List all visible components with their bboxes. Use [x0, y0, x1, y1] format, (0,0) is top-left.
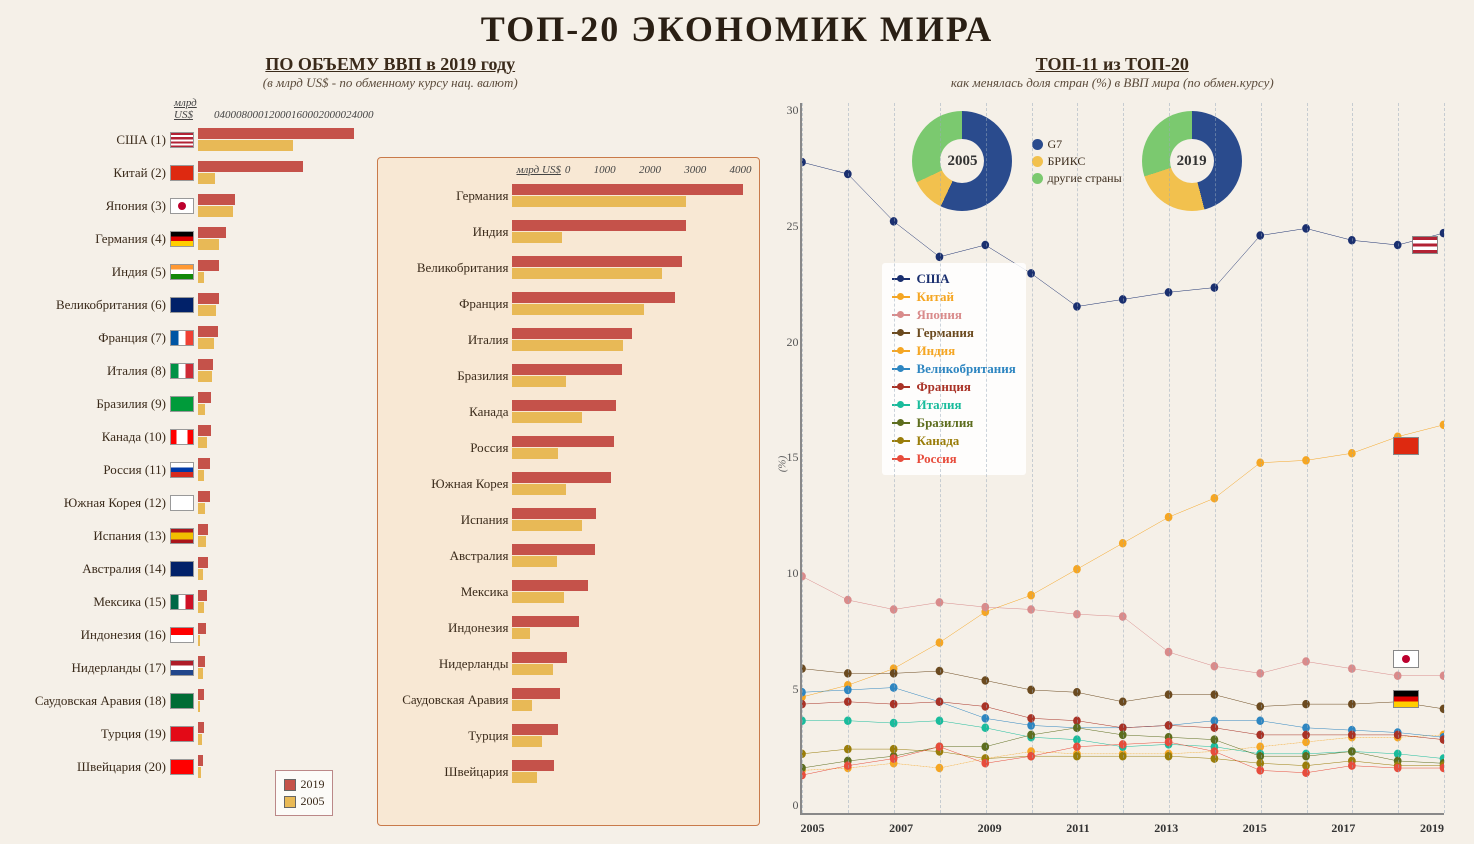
zoom-bar-row: Канада	[382, 394, 751, 430]
bar-row: Турция (19)	[20, 717, 373, 750]
zoom-bar-row: Нидерланды	[382, 646, 751, 682]
flag-icon	[170, 594, 194, 610]
zoom-bar-chart: млрд US$ 01000200030004000 ГерманияИндия…	[377, 157, 760, 826]
bar-row: Германия (4)	[20, 222, 373, 255]
flag-icon	[170, 297, 194, 313]
flag-icon	[170, 198, 194, 214]
legend-item: Индия	[892, 343, 1015, 359]
bar-row: Австралия (14)	[20, 552, 373, 585]
bar-legend: 2019 2005	[275, 770, 333, 816]
bar-row: Индия (5)	[20, 255, 373, 288]
zoom-bar-row: Саудовская Аравия	[382, 682, 751, 718]
flag-icon	[170, 759, 194, 775]
line-legend: США Китай Япония Германия Индия Великобритани…	[882, 263, 1025, 475]
bar-row: Россия (11)	[20, 453, 373, 486]
flag-marker-usa	[1412, 236, 1438, 254]
flag-icon	[170, 231, 194, 247]
zoom-bar-row: Италия	[382, 322, 751, 358]
bar-row: Бразилия (9)	[20, 387, 373, 420]
flag-icon	[170, 660, 194, 676]
zoom-bar-row: Южная Корея	[382, 466, 751, 502]
flag-icon	[170, 264, 194, 280]
bar-row: Япония (3)	[20, 189, 373, 222]
flag-marker-germany	[1393, 690, 1419, 708]
bar-row: Китай (2)	[20, 156, 373, 189]
main-title: ТОП-20 ЭКОНОМИК МИРА	[20, 8, 1454, 50]
zoom-bar-row: Австралия	[382, 538, 751, 574]
left-subtitle: (в млрд US$ - по обменному курсу нац. ва…	[20, 75, 760, 91]
bar-row: Испания (13)	[20, 519, 373, 552]
legend-item: Китай	[892, 289, 1015, 305]
flag-icon	[170, 429, 194, 445]
legend-item: Канада	[892, 433, 1015, 449]
flag-icon	[170, 132, 194, 148]
right-title: ТОП-11 из ТОП-20	[770, 54, 1454, 75]
flag-icon	[170, 396, 194, 412]
flag-icon	[170, 363, 194, 379]
legend-item: Бразилия	[892, 415, 1015, 431]
legend-item: Великобритания	[892, 361, 1015, 377]
zoom-bar-row: Бразилия	[382, 358, 751, 394]
zoom-bar-row: Индонезия	[382, 610, 751, 646]
zoom-bar-row: Швейцария	[382, 754, 751, 790]
right-subtitle: как менялась доля стран (%) в ВВП мира (…	[770, 75, 1454, 91]
flag-icon	[170, 330, 194, 346]
axis-label: млрд US$	[174, 97, 210, 121]
right-panel: ТОП-11 из ТОП-20 как менялась доля стран…	[770, 54, 1454, 836]
zoom-bar-row: Великобритания	[382, 250, 751, 286]
flag-icon	[170, 462, 194, 478]
legend-item: Италия	[892, 397, 1015, 413]
flag-icon	[170, 693, 194, 709]
flag-icon	[170, 561, 194, 577]
bar-row: Франция (7)	[20, 321, 373, 354]
bar-row: Канада (10)	[20, 420, 373, 453]
y-unit: (%)	[777, 456, 789, 473]
bar-row: Индонезия (16)	[20, 618, 373, 651]
zoom-bar-row: Индия	[382, 214, 751, 250]
zoom-bar-row: Испания	[382, 502, 751, 538]
zoom-axis-label: млрд US$	[516, 164, 560, 176]
zoom-bar-row: Турция	[382, 718, 751, 754]
flag-icon	[170, 528, 194, 544]
bar-row: Саудовская Аравия (18)	[20, 684, 373, 717]
legend-item: Германия	[892, 325, 1015, 341]
bar-row: Италия (8)	[20, 354, 373, 387]
flag-marker-japan	[1393, 650, 1419, 668]
bar-row: Мексика (15)	[20, 585, 373, 618]
line-chart: 302520151050 (%) 2005 G7БРИКСдругие стра…	[800, 103, 1444, 815]
legend-item: Франция	[892, 379, 1015, 395]
left-title: ПО ОБЪЕМУ ВВП в 2019 году	[20, 54, 760, 75]
bar-row: Нидерланды (17)	[20, 651, 373, 684]
zoom-bar-row: Германия	[382, 178, 751, 214]
zoom-bar-row: Россия	[382, 430, 751, 466]
left-panel: ПО ОБЪЕМУ ВВП в 2019 году (в млрд US$ - …	[20, 54, 760, 836]
main-bar-chart: млрд US$ 04000800012000160002000024000 С…	[20, 97, 373, 836]
legend-item: Япония	[892, 307, 1015, 323]
legend-item: Россия	[892, 451, 1015, 467]
bar-row: Великобритания (6)	[20, 288, 373, 321]
legend-item: США	[892, 271, 1015, 287]
flag-icon	[170, 165, 194, 181]
flag-marker-china	[1393, 437, 1419, 455]
flag-icon	[170, 495, 194, 511]
bar-row: США (1)	[20, 123, 373, 156]
zoom-bar-row: Мексика	[382, 574, 751, 610]
flag-icon	[170, 726, 194, 742]
bar-row: Южная Корея (12)	[20, 486, 373, 519]
flag-icon	[170, 627, 194, 643]
zoom-bar-row: Франция	[382, 286, 751, 322]
